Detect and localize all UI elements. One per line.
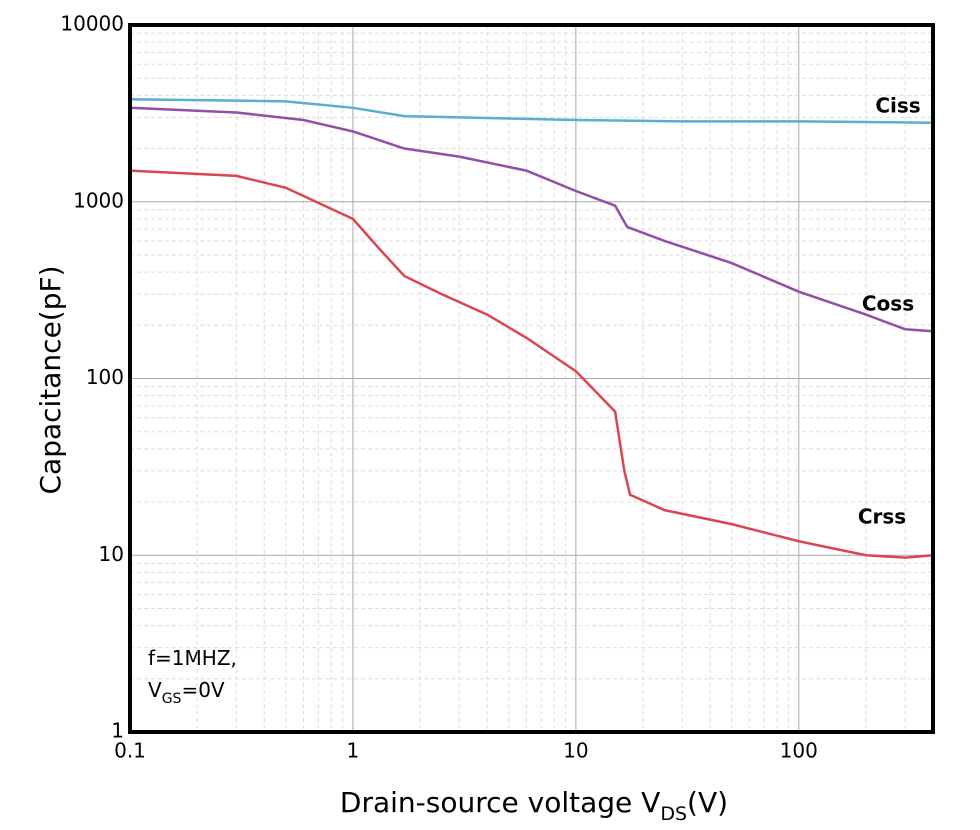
x-tick-label: 0.1 [114, 739, 146, 763]
x-tick-label: 10 [563, 739, 588, 763]
annotation: f=1MHZ, [148, 646, 237, 670]
annotation-suffix: =0V [181, 678, 224, 702]
y-tick-label: 1000 [73, 188, 124, 212]
x-label-sub: DS [660, 803, 687, 825]
x-tick-label: 1 [347, 739, 360, 763]
series-label: Ciss [875, 94, 920, 118]
y-tick-label: 1 [111, 719, 124, 743]
y-axis-label: Capacitance(pF) [34, 265, 67, 494]
line [129, 98, 934, 124]
series-label: Crss [858, 505, 906, 529]
x-label-suffix: (V) [687, 786, 728, 819]
x-label-text: Drain-source voltage V [340, 786, 660, 819]
annotation-text: V [148, 678, 162, 702]
y-tick-label: 10 [99, 542, 124, 566]
line [129, 169, 934, 559]
plot-frame [128, 23, 935, 734]
annotation-sub: GS [162, 691, 182, 707]
y-tick-label: 100 [86, 365, 124, 389]
y-tick-label: 10000 [60, 12, 124, 36]
x-axis-label: Drain-source voltage VDS(V) [340, 786, 728, 825]
line [129, 106, 934, 333]
series-label: Coss [862, 292, 914, 316]
x-tick-label: 100 [780, 739, 818, 763]
annotation: VGS=0V [148, 678, 225, 707]
